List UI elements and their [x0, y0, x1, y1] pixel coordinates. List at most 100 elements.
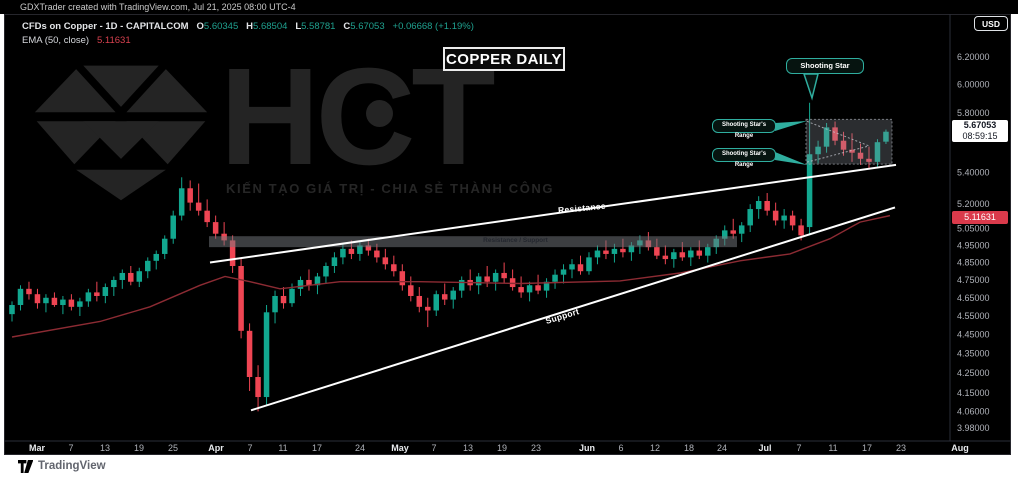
- price-tick-label[interactable]: 4.06000: [957, 406, 990, 416]
- price-tick-label[interactable]: 6.20000: [957, 52, 990, 62]
- ohlc-open-label: O: [196, 21, 204, 32]
- candle-body: [51, 297, 58, 306]
- time-tick-label[interactable]: 17: [312, 443, 322, 453]
- candle-body: [433, 294, 439, 311]
- time-tick-label[interactable]: 7: [68, 443, 73, 453]
- candle-body: [705, 247, 711, 256]
- price-tick-label[interactable]: 4.95000: [957, 240, 990, 250]
- price-tick-label[interactable]: 4.85000: [957, 258, 990, 268]
- sr-band-label: Resistance / Support: [483, 237, 548, 244]
- price-tick-label[interactable]: 4.45000: [957, 330, 990, 340]
- support-trendline[interactable]: [250, 206, 896, 412]
- price-tick-label[interactable]: 4.25000: [957, 368, 990, 378]
- candle-body: [857, 152, 864, 159]
- price-tick-label[interactable]: 5.05000: [957, 224, 990, 234]
- shooting-star-range-callout-2[interactable]: Shooting Star's Range: [712, 148, 776, 168]
- candle-body: [34, 294, 41, 304]
- price-tick-label[interactable]: 3.98000: [957, 423, 990, 433]
- candle-body: [781, 215, 787, 221]
- time-tick-label[interactable]: 17: [862, 443, 872, 453]
- time-tick-label[interactable]: 19: [134, 443, 144, 453]
- time-tick-label[interactable]: 25: [168, 443, 178, 453]
- price-tick-label[interactable]: 6.00000: [957, 79, 990, 89]
- time-tick-label[interactable]: 13: [463, 443, 473, 453]
- time-tick-label[interactable]: 7: [796, 443, 801, 453]
- time-tick-label[interactable]: 18: [684, 443, 694, 453]
- candle-body: [255, 377, 261, 398]
- ohlc-close-label: C: [343, 21, 351, 32]
- candle-body: [849, 149, 855, 153]
- candle-body: [671, 252, 677, 260]
- ema-legend[interactable]: EMA (50, close) 5.11631: [22, 35, 131, 46]
- time-tick-label[interactable]: 13: [100, 443, 110, 453]
- time-tick-label[interactable]: Jun: [579, 443, 595, 453]
- candle-body: [883, 131, 889, 142]
- time-tick-label[interactable]: Aug: [951, 443, 969, 453]
- price-tick-label[interactable]: 4.15000: [957, 388, 990, 398]
- candle-body: [280, 295, 287, 304]
- time-tick-label[interactable]: 24: [355, 443, 365, 453]
- price-tick-label[interactable]: 4.75000: [957, 275, 990, 285]
- candle-body: [43, 297, 49, 304]
- shooting-star-callout[interactable]: Shooting Star: [786, 58, 864, 74]
- shooting-star-callout-tail: [802, 73, 819, 101]
- currency-usd-button[interactable]: USD: [974, 16, 1008, 31]
- watermark-text: HCT: [220, 40, 496, 194]
- candle-body: [408, 285, 414, 296]
- symbol-legend[interactable]: CFDs on Copper - 1D - CAPITALCOM O5.6034…: [22, 21, 474, 32]
- candle-body: [323, 265, 329, 277]
- candle-body: [399, 271, 406, 286]
- candle-body: [195, 202, 202, 211]
- shooting-star-range-box[interactable]: [805, 118, 893, 165]
- time-tick-label[interactable]: 7: [247, 443, 252, 453]
- ohlc-open-value: 5.60345: [203, 21, 239, 32]
- time-tick-label[interactable]: 12: [650, 443, 660, 453]
- time-tick-label[interactable]: 6: [618, 443, 623, 453]
- time-tick-label[interactable]: 11: [278, 443, 287, 453]
- candle-body: [815, 146, 821, 155]
- time-tick-label[interactable]: 7: [431, 443, 436, 453]
- shooting-star-range-callout-1[interactable]: Shooting Star's Range: [712, 119, 776, 139]
- ema-line: [11, 214, 891, 338]
- hct-diamond-logo: [34, 65, 208, 201]
- watermark-c-dot: [366, 100, 393, 127]
- time-tick-label[interactable]: Mar: [29, 443, 46, 453]
- tradingview-brand[interactable]: TradingView: [18, 458, 106, 474]
- time-tick-label[interactable]: 23: [531, 443, 541, 453]
- candle-body: [374, 250, 380, 258]
- time-tick-label[interactable]: 19: [497, 443, 507, 453]
- candle-body: [178, 188, 185, 216]
- price-tick-label[interactable]: 5.20000: [957, 199, 990, 209]
- time-tick-label[interactable]: 11: [828, 443, 837, 453]
- resistance-support-band[interactable]: [209, 236, 737, 248]
- watermark-tagline: KIẾN TẠO GIÁ TRỊ - CHIA SẺ THÀNH CÔNG: [226, 181, 555, 196]
- ohlc-close-value: 5.67053: [350, 21, 385, 32]
- price-tick-label[interactable]: 4.55000: [957, 311, 990, 321]
- price-tick-label[interactable]: 5.40000: [957, 168, 990, 178]
- candle-body: [832, 127, 838, 141]
- candle-body: [458, 279, 465, 291]
- candle-body: [348, 248, 355, 254]
- candle-body: [340, 248, 346, 258]
- time-tick-label[interactable]: Jul: [758, 443, 771, 453]
- candle-body: [246, 330, 253, 378]
- price-tick-label[interactable]: 4.65000: [957, 293, 990, 303]
- candle-body: [136, 271, 143, 282]
- candle-body: [94, 292, 100, 296]
- candle-body: [501, 272, 507, 279]
- time-tick-label[interactable]: 23: [896, 443, 906, 453]
- tradingview-icon: [18, 459, 33, 473]
- candle-body: [382, 257, 389, 265]
- candle-body: [874, 142, 881, 162]
- candle-body: [654, 247, 660, 256]
- ema-value: 5.11631: [96, 35, 131, 46]
- resistance-trendline[interactable]: [209, 163, 897, 264]
- price-tick-label[interactable]: 4.35000: [957, 349, 990, 359]
- candle-body: [492, 272, 499, 282]
- time-tick-label[interactable]: Apr: [208, 443, 224, 453]
- price-tick-label[interactable]: 5.80000: [957, 108, 990, 118]
- time-tick-label[interactable]: May: [391, 443, 409, 453]
- tradingview-label: TradingView: [38, 460, 106, 472]
- time-tick-label[interactable]: 24: [717, 443, 727, 453]
